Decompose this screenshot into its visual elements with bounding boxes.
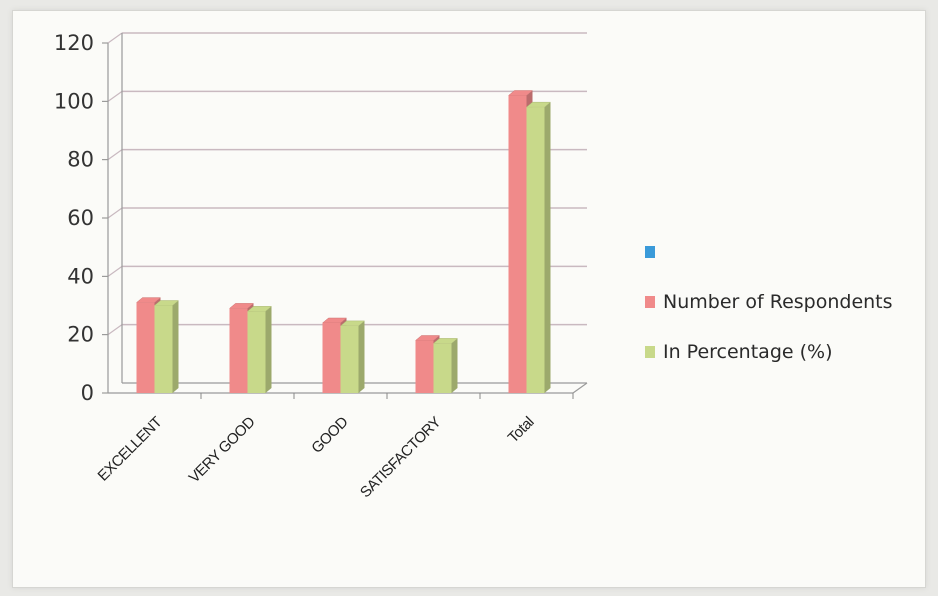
y-tick-label: 20	[67, 323, 94, 347]
legend-swatch-series-1	[645, 246, 655, 258]
bar-in-percentage-excellent	[153, 300, 180, 393]
legend-item-number-of-respondents: Number of Respondents	[645, 289, 893, 315]
gridline-side	[107, 207, 123, 219]
gridline-side	[107, 265, 123, 277]
x-category-label-excellent: EXCELLENT	[95, 414, 166, 485]
bar-in-percentage-very-good	[246, 306, 273, 393]
bar-in-percentage-good	[339, 320, 366, 393]
y-tick-label: 0	[81, 381, 94, 405]
x-category-label-satisfactory: SATISFACTORY	[357, 413, 445, 501]
x-axis-category-labels: EXCELLENT VERY GOOD GOOD SATISFACTORY Total	[95, 413, 538, 501]
bar-chart: 0 20 40 60 80 100 120 EXCELLENT VERY GOOD GOOD SA…	[54, 31, 588, 501]
gridlines	[107, 32, 587, 336]
legend-label-in-percentage: In Percentage (%)	[663, 341, 833, 363]
gridline-side	[107, 90, 123, 102]
legend-item-series-1	[645, 239, 893, 265]
legend-swatch-in-percentage	[645, 346, 655, 358]
gridline-side	[107, 32, 123, 44]
floor-right-edge	[572, 382, 588, 394]
x-category-label-good: GOOD	[308, 413, 351, 456]
y-axis-tick-labels: 0 20 40 60 80 100 120	[54, 31, 94, 405]
gridline-side	[107, 149, 123, 161]
y-tick-label: 40	[67, 264, 94, 288]
x-category-label-total: Total	[505, 414, 538, 447]
bar-in-percentage-satisfactory	[432, 338, 459, 393]
y-tick-label: 120	[54, 31, 94, 55]
bar-in-percentage-total	[525, 101, 552, 394]
bars	[135, 90, 552, 394]
legend-item-in-percentage: In Percentage (%)	[645, 339, 893, 365]
gridline-side	[107, 324, 123, 336]
legend-swatch-number-of-respondents	[645, 296, 655, 308]
y-tick-label: 100	[54, 89, 94, 113]
y-tick-label: 80	[67, 148, 94, 172]
legend: Number of Respondents In Percentage (%)	[645, 239, 893, 389]
chart-frame: 0 20 40 60 80 100 120 EXCELLENT VERY GOOD GOOD SA…	[12, 10, 926, 588]
legend-label-number-of-respondents: Number of Respondents	[663, 291, 893, 313]
x-category-label-very-good: VERY GOOD	[186, 413, 259, 486]
y-tick-label: 60	[67, 206, 94, 230]
